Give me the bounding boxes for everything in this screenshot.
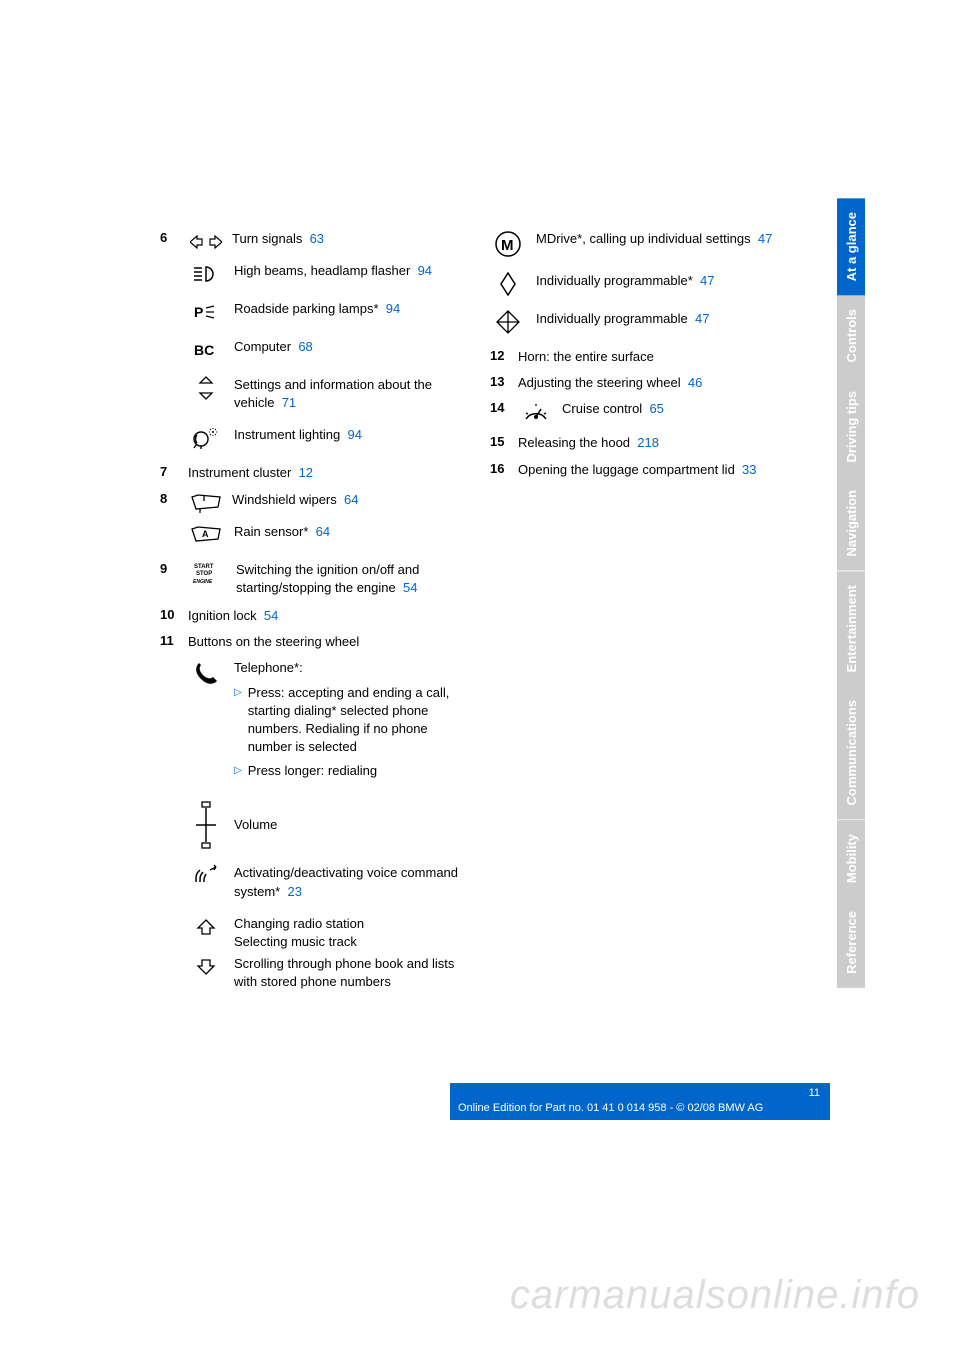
item-text: Changing radio station Selecting music t…: [234, 915, 460, 951]
svg-text:START: START: [194, 564, 214, 570]
turn-signal-icon: [188, 230, 224, 254]
page-content: 6 Turn signals 63 High beams, headlamp f…: [0, 0, 960, 1120]
item-number: 6: [160, 230, 180, 245]
svg-text:BC: BC: [194, 342, 214, 358]
volume-icon: [188, 800, 224, 850]
page-link[interactable]: 54: [264, 608, 278, 623]
tab-communications[interactable]: Communications: [837, 686, 865, 819]
page-link[interactable]: 68: [298, 339, 312, 354]
page-link[interactable]: 12: [299, 465, 313, 480]
page-link[interactable]: 94: [386, 301, 400, 316]
page-link[interactable]: 65: [649, 401, 663, 416]
voice-icon: [188, 864, 224, 888]
item-text: High beams, headlamp flasher 94: [234, 262, 460, 280]
page-footer: 11 Online Edition for Part no. 01 41 0 0…: [450, 1083, 830, 1120]
m-icon: M: [490, 230, 526, 258]
item-number: 14: [490, 400, 510, 415]
item-text: Opening the luggage compartment lid 33: [518, 461, 810, 479]
item-text: Roadside parking lamps* 94: [234, 300, 460, 318]
page-link[interactable]: 64: [344, 492, 358, 507]
svg-text:A: A: [202, 529, 209, 539]
item-text: Ignition lock 54: [188, 607, 460, 625]
item-text: Scrolling through phone book and lists w…: [234, 955, 460, 991]
page-link[interactable]: 94: [347, 427, 361, 442]
page-link[interactable]: 54: [403, 580, 417, 595]
tab-at-a-glance[interactable]: At a glance: [837, 198, 865, 295]
item-text: Rain sensor* 64: [234, 523, 460, 541]
item-number: 10: [160, 607, 180, 622]
lighting-icon: [188, 426, 224, 450]
item-text: MDrive*, calling up individual settings …: [536, 230, 810, 248]
computer-icon: BC: [188, 338, 224, 362]
page-link[interactable]: 23: [287, 884, 301, 899]
page-link[interactable]: 71: [282, 395, 296, 410]
item-number: 13: [490, 374, 510, 389]
item-number: 11: [160, 633, 180, 648]
rain-sensor-icon: A: [188, 523, 224, 547]
item-text: Buttons on the steering wheel: [188, 633, 460, 651]
watermark: carmanualsonline.info: [510, 1273, 920, 1318]
diamond2-icon: [490, 310, 526, 334]
item-text: Switching the ignition on/off and starti…: [236, 561, 460, 597]
tab-navigation[interactable]: Navigation: [837, 476, 865, 570]
item-text: Windshield wipers 64: [232, 491, 460, 509]
item-text: Cruise control 65: [562, 400, 810, 418]
item-number: 7: [160, 464, 180, 479]
page-link[interactable]: 33: [742, 462, 756, 477]
item-number: 12: [490, 348, 510, 363]
svg-text:STOP: STOP: [196, 571, 212, 577]
item-text: Activating/deactivating voice command sy…: [234, 864, 460, 900]
page-link[interactable]: 46: [688, 375, 702, 390]
high-beam-icon: [188, 262, 224, 286]
item-text: Turn signals 63: [232, 230, 460, 248]
item-number: 15: [490, 434, 510, 449]
item-text: Releasing the hood 218: [518, 434, 810, 452]
page-link[interactable]: 63: [310, 231, 324, 246]
page-link[interactable]: 218: [637, 435, 659, 450]
bullet-icon: ▷: [234, 762, 242, 780]
item-text: Instrument cluster 12: [188, 464, 460, 482]
wiper-icon: [188, 491, 224, 515]
item-text: Volume: [234, 816, 460, 834]
page-link[interactable]: 47: [695, 311, 709, 326]
page-link[interactable]: 47: [700, 273, 714, 288]
startstop-icon: STARTSTOP ENGINE: [188, 561, 228, 585]
svg-text:ENGINE: ENGINE: [193, 579, 213, 585]
diamond1-icon: [490, 272, 526, 296]
up-icon: [188, 915, 224, 939]
item-text: Settings and information about the vehic…: [234, 376, 460, 412]
page-link[interactable]: 64: [316, 524, 330, 539]
cruise-icon: [518, 400, 554, 424]
item-text: Computer 68: [234, 338, 460, 356]
page-number: 11: [458, 1086, 824, 1100]
item-text: Adjusting the steering wheel 46: [518, 374, 810, 392]
item-text: Instrument lighting 94: [234, 426, 460, 444]
phone-icon: [188, 659, 224, 689]
footer-text: Online Edition for Part no. 01 41 0 014 …: [458, 1102, 763, 1114]
left-column: 6 Turn signals 63 High beams, headlamp f…: [160, 230, 460, 1006]
item-text: Horn: the entire surface: [518, 348, 810, 366]
item-number: 8: [160, 491, 180, 506]
tab-driving-tips[interactable]: Driving tips: [837, 377, 865, 477]
svg-text:M: M: [501, 237, 514, 254]
tab-mobility[interactable]: Mobility: [837, 820, 865, 897]
item-number: 16: [490, 461, 510, 476]
right-column: M MDrive*, calling up individual setting…: [490, 230, 810, 1006]
tab-reference[interactable]: Reference: [837, 897, 865, 988]
svg-text:P: P: [194, 304, 203, 320]
parking-lamp-icon: P: [188, 300, 224, 324]
item-text: Individually programmable* 47: [536, 272, 810, 290]
tab-entertainment[interactable]: Entertainment: [837, 571, 865, 686]
down-icon: [188, 955, 224, 979]
section-tabs: At a glance Controls Driving tips Naviga…: [837, 198, 865, 988]
item-text: Individually programmable 47: [536, 310, 810, 328]
page-link[interactable]: 47: [758, 231, 772, 246]
settings-icon: [188, 376, 224, 400]
item-text: Telephone*: ▷Press: accepting and ending…: [234, 659, 460, 786]
bullet-icon: ▷: [234, 684, 242, 757]
item-number: 9: [160, 561, 180, 576]
page-link[interactable]: 94: [418, 263, 432, 278]
tab-controls[interactable]: Controls: [837, 295, 865, 376]
